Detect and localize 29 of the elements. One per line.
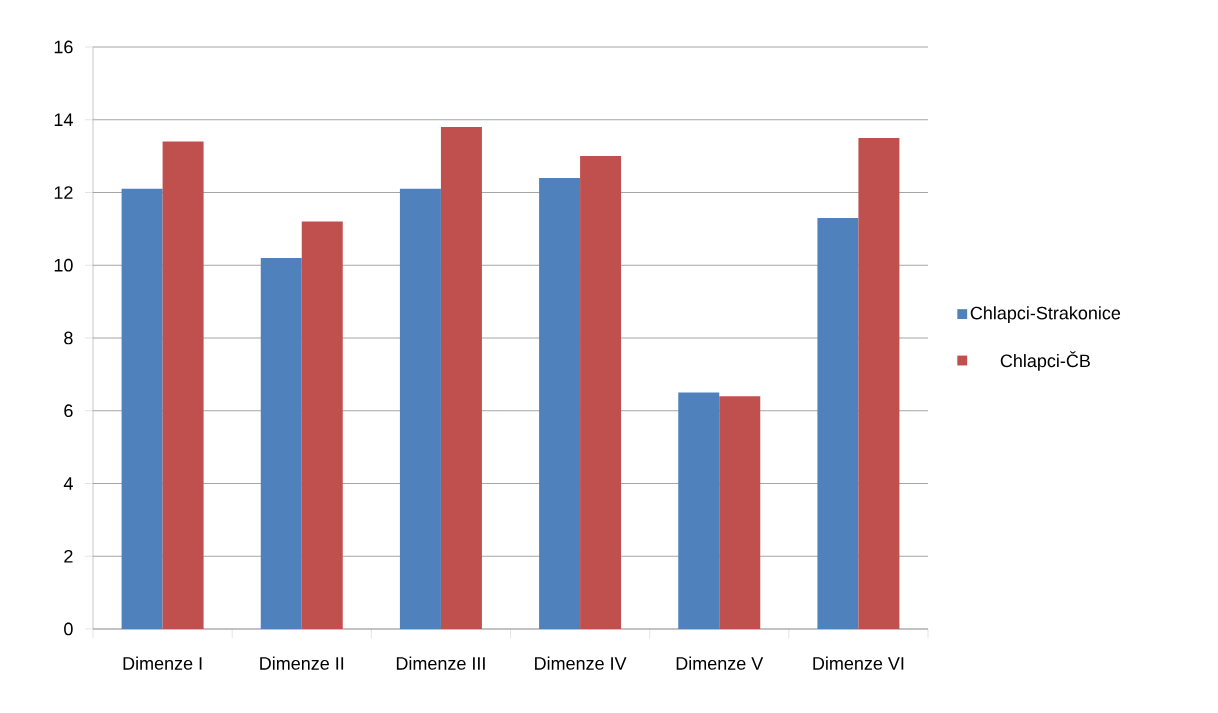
legend-label: Chlapci-ČB (1000, 351, 1090, 371)
bar (301, 221, 343, 629)
x-tick-label: Dimenze III (396, 656, 485, 670)
y-tick-label: 16 (54, 40, 73, 54)
bar (719, 396, 761, 629)
y-tick-label: 14 (54, 113, 73, 126)
y-tick-label: 4 (63, 477, 73, 490)
y-tick-label: 6 (64, 404, 73, 418)
bar (121, 188, 163, 629)
y-tick-label: 10 (54, 258, 73, 272)
x-tick-label: Dimenze I (123, 656, 202, 670)
x-tick-label: Dimenze II (260, 656, 344, 670)
bar (539, 177, 581, 629)
bar (260, 257, 302, 629)
bar (162, 141, 204, 629)
bar (858, 137, 900, 629)
x-tick-label: Dimenze V (676, 656, 764, 670)
bar (440, 127, 482, 629)
y-tick-label: 0 (64, 622, 73, 636)
y-tick-label: 2 (64, 549, 73, 563)
bar (817, 217, 859, 629)
x-tick-label: Dimenze VI (813, 656, 904, 670)
bar (580, 156, 622, 629)
x-tick-label: Dimenze IV (535, 656, 627, 670)
legend-label: Chlapci-Strakonice (970, 306, 1121, 324)
bar (678, 392, 720, 629)
y-tick-label: 12 (54, 186, 73, 199)
y-tick-label: 8 (64, 331, 73, 345)
bar (399, 188, 441, 629)
